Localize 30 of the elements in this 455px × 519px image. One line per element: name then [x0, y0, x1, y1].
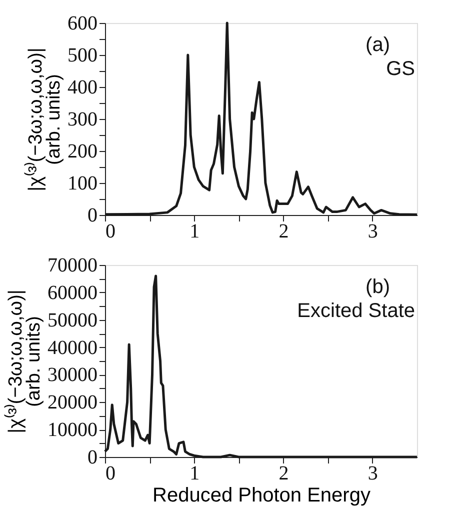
x-tick-label: 1 — [190, 220, 200, 242]
y-tick-label: 60000 — [48, 282, 98, 304]
annotation: (b) — [366, 276, 390, 298]
y-tick-label: 500 — [68, 44, 98, 66]
y-tick-label: 10000 — [48, 419, 98, 442]
y-tick-label: 50000 — [48, 309, 98, 332]
y-tick-label: 0 — [88, 204, 98, 226]
y-tick-label: 600 — [68, 12, 98, 34]
x-tick-label: 0 — [106, 462, 116, 484]
annotation: GS — [386, 58, 415, 80]
y-tick-label: 70000 — [48, 254, 98, 276]
y-tick-label: 300 — [68, 108, 98, 130]
x-tick-label: 3 — [368, 462, 378, 484]
x-tick-label: 0 — [106, 220, 116, 242]
x-tick-label: 3 — [368, 220, 378, 242]
x-tick-label: 1 — [190, 462, 200, 484]
x-axis-title: Reduced Photon Energy — [152, 484, 370, 506]
x-tick-label: 2 — [278, 462, 289, 484]
annotation: Excited State — [297, 300, 415, 322]
y-axis-title: |χ⁽³⁾(−3ω;ω,ω,ω)| (arb. units) — [24, 48, 64, 192]
y-tick-label: 40000 — [48, 336, 98, 359]
y-tick-label: 200 — [68, 140, 98, 162]
y-tick-label: 20000 — [48, 392, 98, 414]
x-tick-label: 2 — [278, 220, 289, 242]
annotation: (a) — [366, 34, 390, 56]
y-tick-label: 0 — [88, 446, 98, 468]
y-tick-label: 400 — [68, 76, 98, 98]
y-axis-title: |χ⁽³⁾(−3ω;ω,ω,ω)| (arb. units) — [4, 290, 44, 434]
y-tick-label: 30000 — [48, 364, 98, 386]
y-tick-label: 100 — [68, 172, 98, 194]
